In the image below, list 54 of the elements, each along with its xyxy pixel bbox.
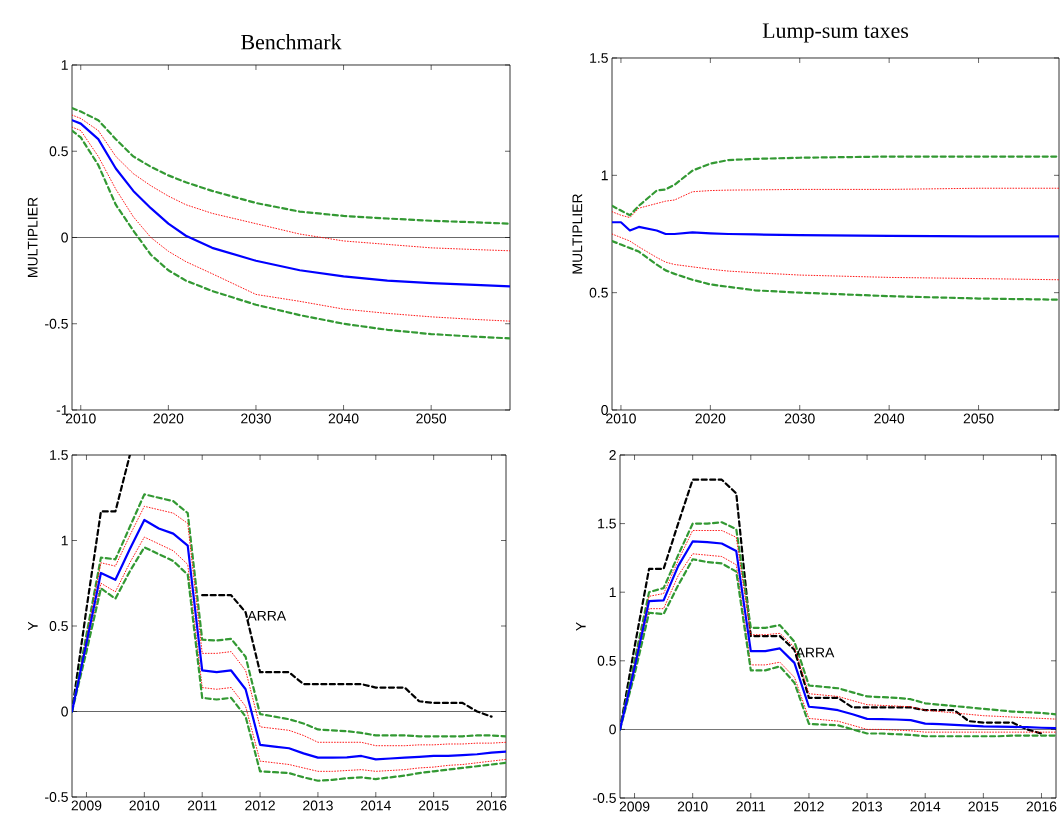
x-tick-label: 2040 <box>328 413 359 424</box>
y-tick-label: 1.5 <box>598 518 616 529</box>
y-axis-title: MULTIPLIER <box>572 194 583 274</box>
y-tick-label: 0.5 <box>49 621 68 631</box>
x-tick-label: 2012 <box>245 800 275 811</box>
y-tick-label: 0 <box>61 232 68 243</box>
y-axis-title: MULTIPLIER <box>27 197 38 277</box>
x-tick-label: 2030 <box>241 413 271 424</box>
y-tick-label: 1 <box>61 535 68 546</box>
x-tick-label: 2015 <box>418 800 449 811</box>
y-tick-label: 1.5 <box>590 53 608 63</box>
annotation: ARRA <box>795 647 835 658</box>
y-tick-label: 0.5 <box>49 146 68 157</box>
x-tick-label: 2014 <box>910 801 941 812</box>
x-tick-label: 2040 <box>874 413 905 424</box>
y-tick-label: 0.5 <box>597 655 616 666</box>
y-tick-label: -1 <box>56 405 68 415</box>
y-tick-label: -0.5 <box>593 793 616 803</box>
x-tick-label: 2015 <box>968 801 999 812</box>
y-tick-label: -0.5 <box>45 792 68 802</box>
chart-title: Lump-sum taxes <box>762 23 909 43</box>
x-tick-label: 2016 <box>476 800 507 811</box>
x-tick-label: 2010 <box>65 413 96 424</box>
annotation: ARRA <box>247 610 287 621</box>
chart-title: Benchmark <box>241 34 342 50</box>
y-tick-label: 1 <box>61 60 68 70</box>
x-tick-label: 2020 <box>153 413 184 424</box>
y-tick-label: 1 <box>601 170 608 181</box>
x-tick-label: 2013 <box>303 800 333 811</box>
x-tick-label: 2050 <box>963 413 994 424</box>
y-tick-label: 0 <box>61 706 68 717</box>
y-tick-label: 0 <box>609 724 616 735</box>
x-tick-label: 2011 <box>736 801 766 812</box>
x-tick-label: 2011 <box>187 800 217 811</box>
x-tick-label: 2020 <box>695 413 726 424</box>
x-tick-label: 2016 <box>1026 801 1057 812</box>
x-tick-label: 2010 <box>606 413 636 424</box>
y-tick-label: 0 <box>601 405 608 415</box>
x-tick-label: 2009 <box>71 800 102 811</box>
x-tick-label: 2009 <box>619 801 650 812</box>
x-tick-label: 2013 <box>852 801 882 812</box>
y-axis-title: Y <box>576 622 586 631</box>
x-tick-label: 2012 <box>794 801 824 812</box>
y-tick-label: 1 <box>609 587 616 597</box>
x-tick-label: 2010 <box>129 800 160 811</box>
y-tick-label: 0.5 <box>589 287 608 298</box>
x-tick-label: 2030 <box>784 413 815 424</box>
y-tick-label: 2 <box>609 450 616 460</box>
y-axis-title: Y <box>28 621 38 631</box>
y-tick-label: 1.5 <box>50 450 68 460</box>
x-tick-label: 2014 <box>360 800 391 811</box>
y-tick-label: -0.5 <box>45 318 68 329</box>
x-tick-label: 2050 <box>416 413 447 424</box>
x-tick-label: 2010 <box>677 801 708 812</box>
